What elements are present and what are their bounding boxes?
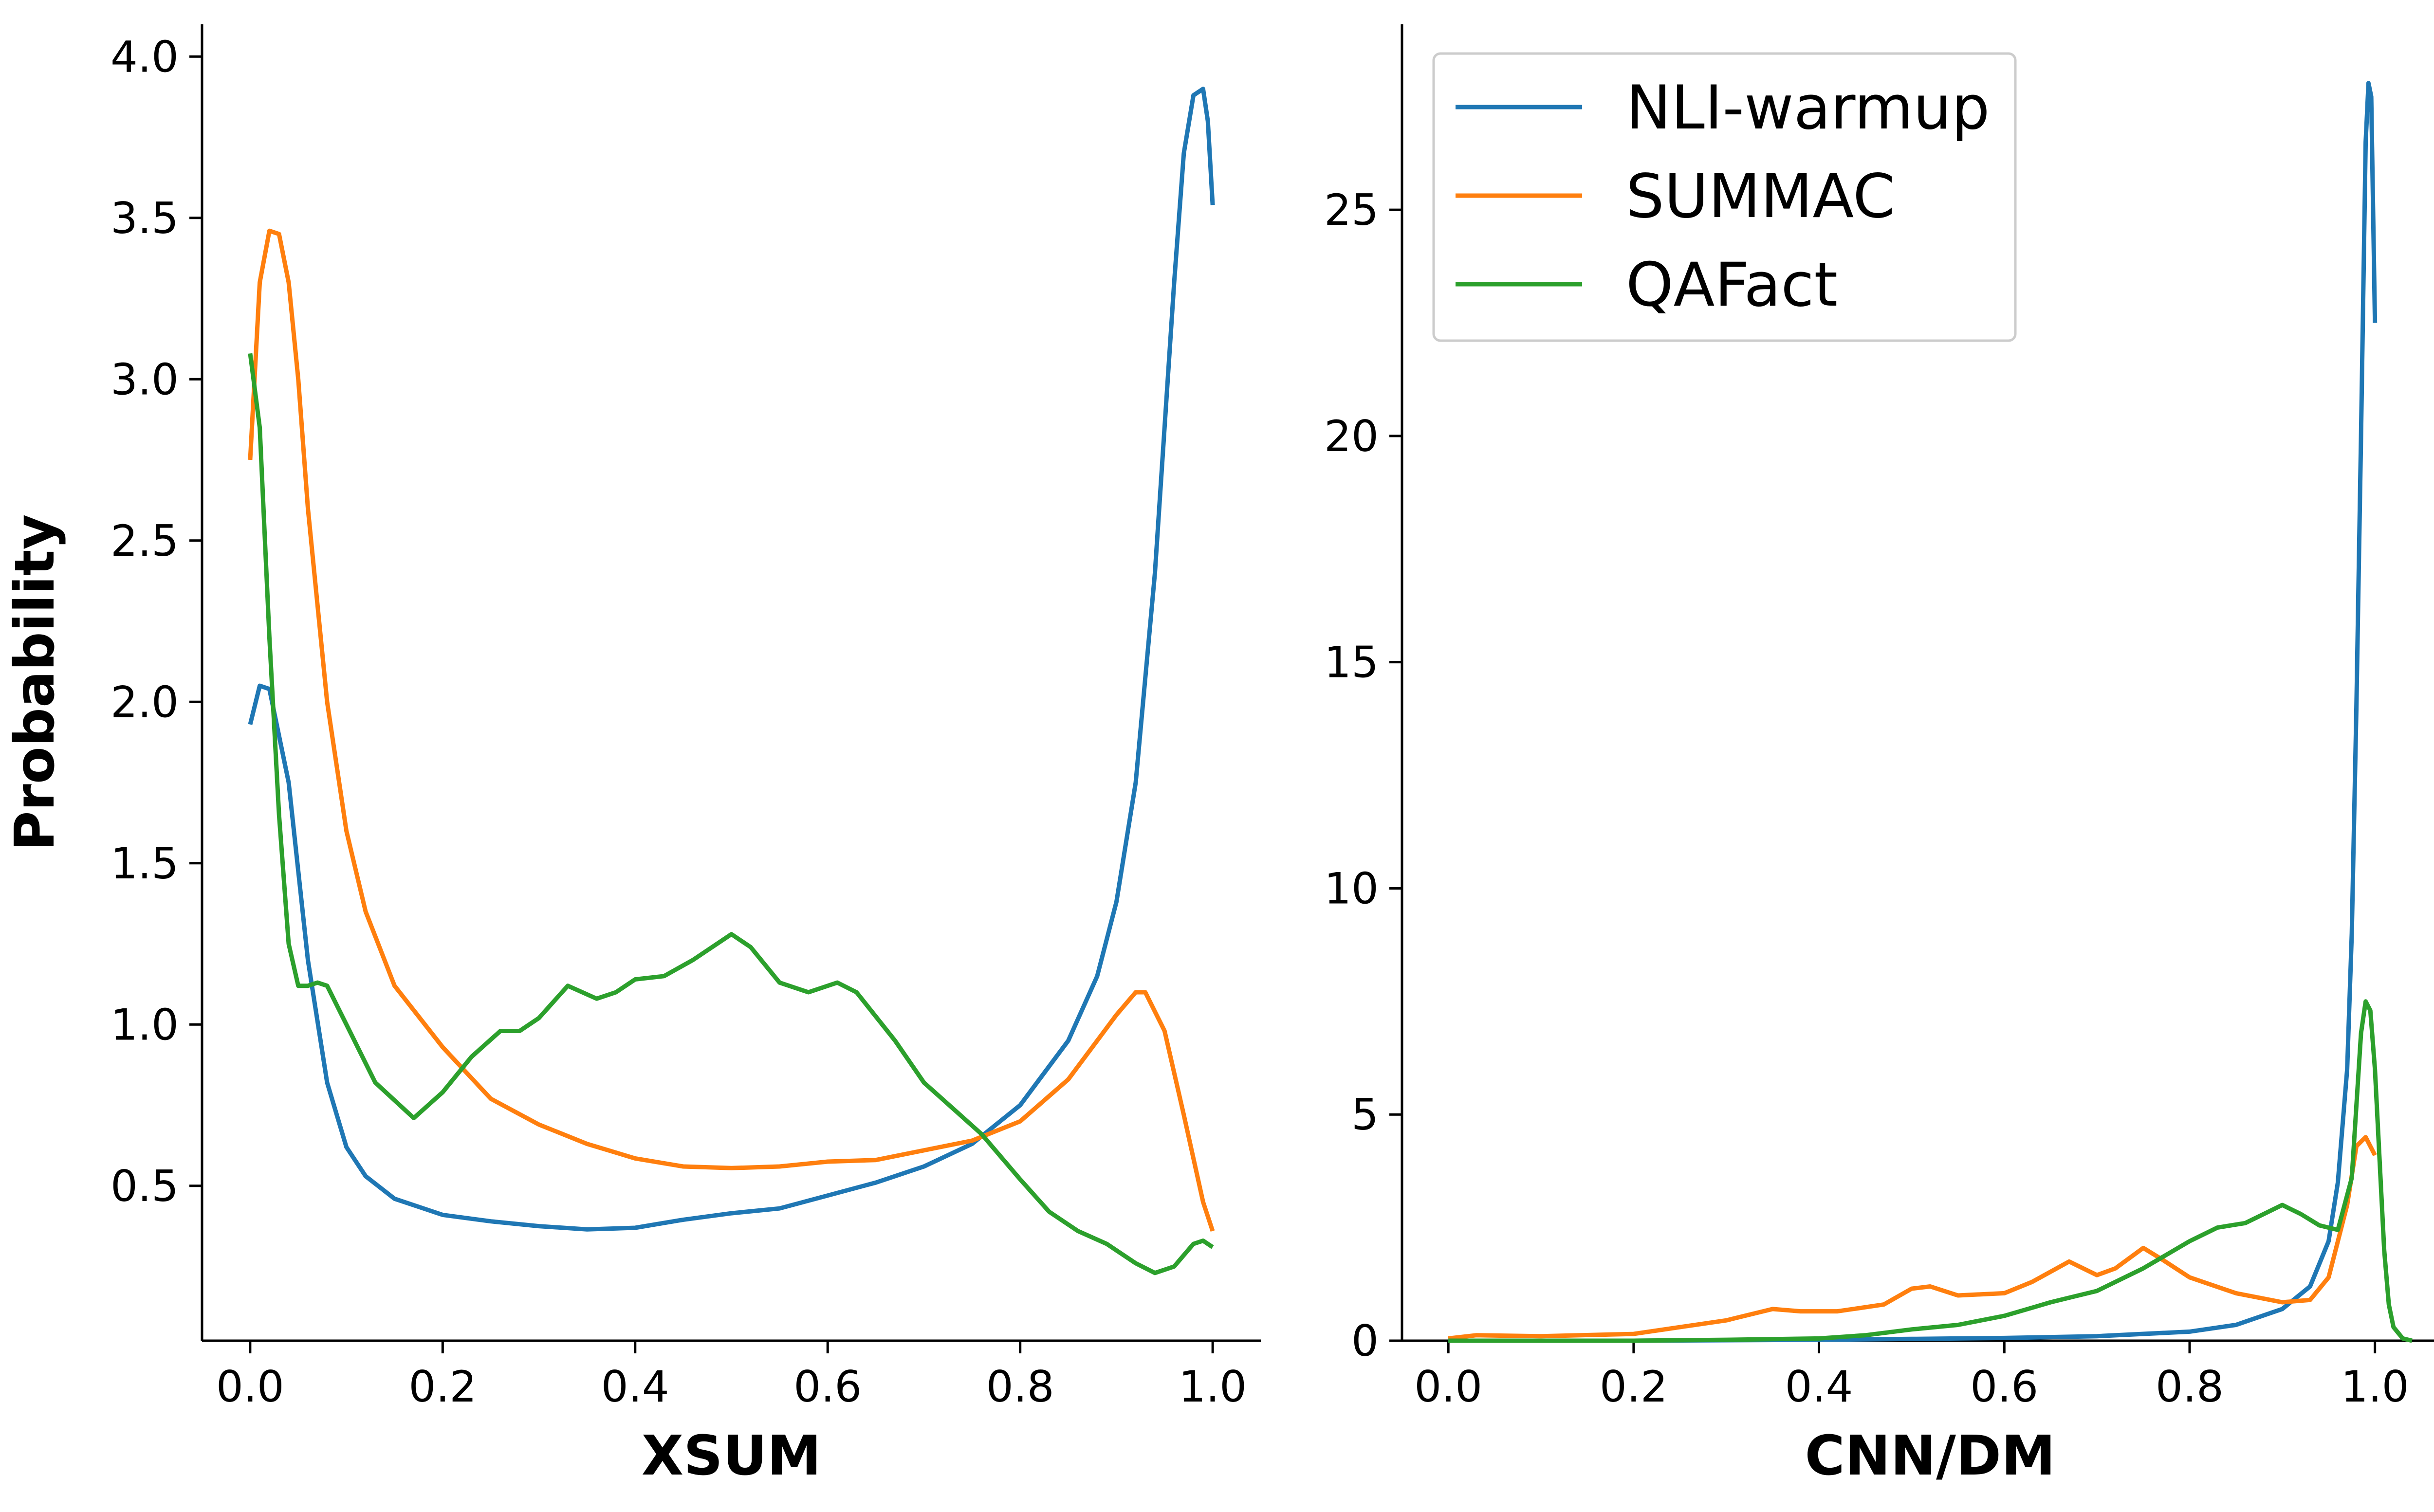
x-axis-title: CNN/DM: [1805, 1424, 2056, 1488]
y-axis-title: Probability: [3, 514, 67, 851]
x-tick-label: 0.6: [1970, 1362, 2038, 1412]
series-line-nli-warmup: [248, 87, 1215, 1232]
y-tick-label: 0.5: [111, 1161, 179, 1211]
y-tick-label: 3.0: [111, 354, 179, 404]
legend: NLI-warmup SUMMAC QAFact: [1432, 52, 2017, 342]
series-line-qafact: [248, 353, 1214, 1275]
x-tick-label: 0.6: [793, 1362, 862, 1412]
legend-label-nli-warmup: NLI-warmup: [1626, 73, 1990, 143]
y-tick-label: 15: [1324, 638, 1379, 688]
x-tick-label: 0.2: [408, 1362, 477, 1412]
x-tick-label: 1.0: [1179, 1362, 1247, 1412]
legend-label-summac: SUMMAC: [1626, 162, 1895, 232]
x-tick-label: 0.8: [2156, 1362, 2224, 1412]
x-tick-label: 0.2: [1600, 1362, 1668, 1412]
x-tick-label: 1.0: [2341, 1362, 2409, 1412]
xsum-panel: 0.0 0.2 0.4 0.6 0.8 1.0 0.5 1.0 1.5 2.0 2.5 3.0 3.5 4…: [3, 24, 1261, 1488]
y-tick-label: 1.0: [111, 1000, 179, 1050]
y-tick-label: 2.5: [111, 516, 179, 566]
legend-frame: [1432, 52, 2017, 342]
y-tick-label: 5: [1351, 1090, 1379, 1140]
y-tick-label: 10: [1324, 863, 1379, 913]
x-tick-label: 0.0: [216, 1362, 284, 1412]
y-tick-label: 25: [1324, 185, 1379, 235]
series-line-summac: [1448, 1135, 2377, 1341]
x-tick-label: 0.4: [601, 1362, 669, 1412]
x-tick-label: 0.0: [1414, 1362, 1482, 1412]
series-line-summac: [248, 228, 1215, 1232]
x-axis-title: XSUM: [642, 1424, 821, 1488]
series-line-nli-warmup: [1448, 81, 2378, 1343]
legend-label-qafact: QAFact: [1626, 250, 1838, 320]
y-tick-label: 20: [1324, 411, 1379, 461]
y-tick-label: 4.0: [111, 32, 179, 82]
y-tick-label: 0: [1351, 1316, 1379, 1366]
x-tick-label: 0.4: [1785, 1362, 1853, 1412]
x-tick-label: 0.8: [986, 1362, 1054, 1412]
y-tick-label: 1.5: [111, 838, 179, 889]
y-tick-label: 2.0: [111, 677, 179, 727]
y-tick-label: 3.5: [111, 193, 179, 243]
cnndm-panel: 0.0 0.2 0.4 0.6 0.8 1.0 0 5 10 15 20 25 CNN/DM: [1324, 24, 2434, 1488]
series-line-qafact: [1448, 999, 2413, 1343]
